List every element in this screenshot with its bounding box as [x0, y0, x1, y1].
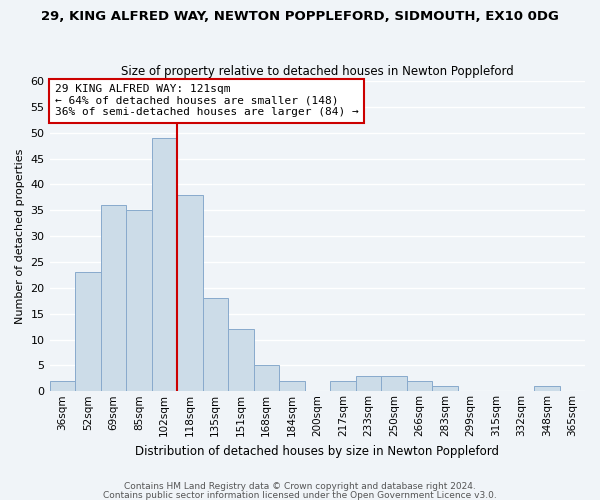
Bar: [534, 386, 560, 392]
Bar: [203, 298, 228, 392]
X-axis label: Distribution of detached houses by size in Newton Poppleford: Distribution of detached houses by size …: [135, 444, 499, 458]
Bar: [407, 381, 432, 392]
Text: 29 KING ALFRED WAY: 121sqm
← 64% of detached houses are smaller (148)
36% of sem: 29 KING ALFRED WAY: 121sqm ← 64% of deta…: [55, 84, 359, 117]
Bar: [279, 381, 305, 392]
Bar: [152, 138, 177, 392]
Bar: [50, 381, 75, 392]
Bar: [356, 376, 381, 392]
Bar: [381, 376, 407, 392]
Bar: [177, 195, 203, 392]
Bar: [228, 329, 254, 392]
Bar: [254, 366, 279, 392]
Text: Contains HM Land Registry data © Crown copyright and database right 2024.: Contains HM Land Registry data © Crown c…: [124, 482, 476, 491]
Bar: [101, 205, 126, 392]
Text: 29, KING ALFRED WAY, NEWTON POPPLEFORD, SIDMOUTH, EX10 0DG: 29, KING ALFRED WAY, NEWTON POPPLEFORD, …: [41, 10, 559, 23]
Bar: [75, 272, 101, 392]
Bar: [330, 381, 356, 392]
Text: Contains public sector information licensed under the Open Government Licence v3: Contains public sector information licen…: [103, 490, 497, 500]
Y-axis label: Number of detached properties: Number of detached properties: [15, 148, 25, 324]
Title: Size of property relative to detached houses in Newton Poppleford: Size of property relative to detached ho…: [121, 66, 514, 78]
Bar: [432, 386, 458, 392]
Bar: [126, 210, 152, 392]
